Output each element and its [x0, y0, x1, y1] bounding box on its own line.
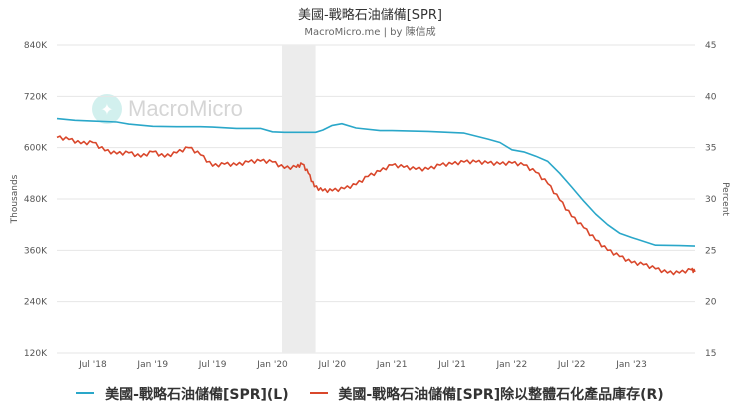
- right-tick-label: 30: [705, 195, 717, 205]
- x-tick-label: Jul '19: [198, 360, 227, 370]
- legend: 美國-戰略石油儲備[SPR](L) 美國-戰略石油儲備[SPR]除以整體石化產品…: [0, 384, 740, 404]
- watermark-logo-icon: ✦: [92, 94, 122, 124]
- x-tick-label: Jan '21: [376, 360, 408, 370]
- watermark-text: MacroMicro: [128, 96, 243, 121]
- right-tick-label: 35: [705, 144, 716, 154]
- left-tick-label: 480K: [24, 195, 48, 205]
- left-tick-label: 120K: [24, 349, 48, 359]
- legend-item-spr[interactable]: 美國-戰略石油儲備[SPR](L): [76, 384, 289, 404]
- x-tick-label: Jul '20: [317, 360, 346, 370]
- right-tick-label: 40: [705, 92, 717, 102]
- x-tick-label: Jul '21: [437, 360, 466, 370]
- left-tick-label: 360K: [24, 246, 48, 256]
- x-tick-label: Jul '18: [78, 360, 107, 370]
- watermark: ✦ MacroMicro: [92, 94, 243, 124]
- series-line-ratio: [56, 135, 696, 276]
- series-lines: [56, 117, 696, 276]
- x-tick-label: Jan '22: [496, 360, 528, 370]
- right-tick-label: 45: [705, 41, 716, 51]
- shaded-region-rect: [282, 45, 316, 353]
- grid-lines: [57, 44, 695, 354]
- x-tick-label: Jan '19: [136, 360, 168, 370]
- left-tick-label: 600K: [24, 144, 48, 154]
- legend-swatch-spr: [76, 392, 95, 394]
- legend-item-ratio[interactable]: 美國-戰略石油儲備[SPR]除以整體石化產品庫存(R): [309, 384, 664, 404]
- right-tick-label: 15: [705, 349, 716, 359]
- right-tick-label: 20: [705, 298, 717, 308]
- chart-subtitle: MacroMicro.me | by 陳信成: [304, 27, 436, 38]
- legend-swatch-ratio: [309, 392, 328, 394]
- left-tick-label: 240K: [24, 298, 48, 308]
- legend-label-spr: 美國-戰略石油儲備[SPR](L): [105, 387, 289, 403]
- series-line-spr: [56, 117, 696, 247]
- left-axis-title: Thousands: [10, 174, 20, 224]
- x-tick-label: Jul '22: [557, 360, 586, 370]
- x-tick-label: Jan '23: [615, 360, 647, 370]
- x-tick-label: Jan '20: [256, 360, 288, 370]
- left-tick-label: 840K: [24, 41, 48, 51]
- right-tick-label: 25: [705, 246, 716, 256]
- legend-label-ratio: 美國-戰略石油儲備[SPR]除以整體石化產品庫存(R): [338, 387, 664, 403]
- left-tick-label: 720K: [24, 92, 48, 102]
- chart-title: 美國-戰略石油儲備[SPR]: [298, 8, 442, 23]
- tick-labels: 120K 240K 360K 480K 600K 720K 840K 15 20 25 30 35 40…: [24, 41, 717, 370]
- right-axis-title: Percent: [720, 182, 730, 216]
- shaded-region: [282, 45, 316, 353]
